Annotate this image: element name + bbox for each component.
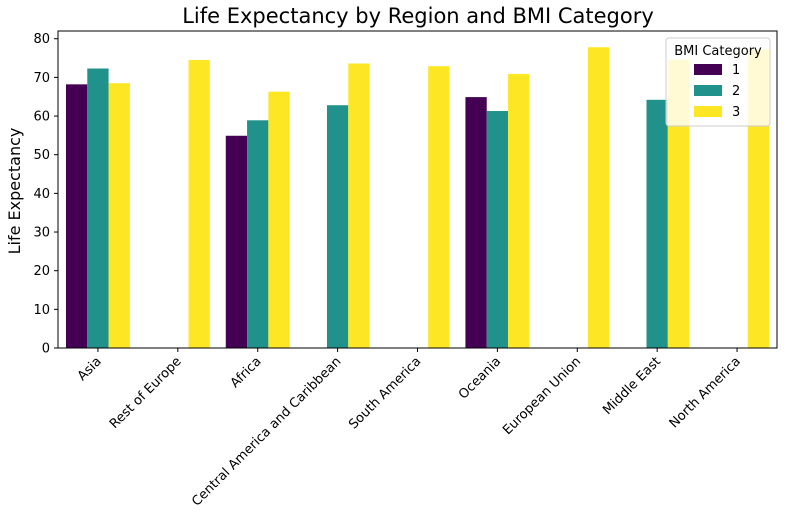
bar-middle-east-bmi-3: [667, 59, 690, 349]
y-tick-label: 0: [42, 342, 50, 357]
x-tick-label: South America: [346, 354, 424, 432]
legend-label-bmi-1: 1: [732, 63, 740, 78]
legend-swatch-bmi-3: [694, 106, 722, 117]
x-tick-label: Africa: [228, 354, 265, 391]
x-tick-label: North America: [667, 354, 744, 431]
bar-asia-bmi-2: [87, 68, 109, 348]
plot-frame: [57, 30, 778, 349]
legend-swatch-bmi-2: [694, 85, 722, 96]
bar-asia-bmi-1: [65, 84, 88, 348]
legend-box: [665, 37, 771, 127]
bar-central-america-and-caribbean-bmi-3: [348, 63, 370, 348]
bar-european-union-bmi-3: [587, 47, 610, 349]
bars-layer: [65, 47, 770, 349]
y-tick-label: 10: [33, 303, 50, 318]
bar-asia-bmi-3: [108, 83, 130, 348]
bar-oceania-bmi-2: [486, 111, 509, 349]
y-tick-label: 40: [33, 187, 50, 202]
bar-africa-bmi-1: [225, 135, 248, 348]
bar-africa-bmi-2: [247, 120, 269, 348]
x-tick-label: Asia: [75, 354, 105, 384]
y-tick-label: 70: [33, 71, 50, 86]
y-tick-label: 60: [33, 110, 50, 125]
x-tick-label: Middle East: [600, 354, 664, 418]
bar-middle-east-bmi-2: [646, 99, 668, 348]
legend-label-bmi-2: 2: [732, 84, 740, 99]
bar-central-america-and-caribbean-bmi-2: [326, 105, 349, 348]
y-tick-label: 80: [33, 32, 50, 47]
bar-africa-bmi-3: [268, 91, 290, 348]
chart-title: Life Expectancy by Region and BMI Catego…: [182, 4, 654, 28]
legend-label-bmi-3: 3: [732, 105, 740, 120]
x-tick-label: Oceania: [456, 354, 504, 402]
x-tick-label: European Union: [500, 354, 584, 438]
y-axis: 0 10 20 30 40 50 60 70 80: [33, 32, 58, 357]
legend: BMI Category 1 2 3: [665, 37, 771, 127]
y-tick-label: 20: [33, 264, 50, 279]
x-tick-label: Rest of Europe: [107, 354, 185, 432]
legend-title: BMI Category: [674, 44, 762, 59]
y-tick-label: 30: [33, 226, 50, 241]
bar-rest-of-europe-bmi-3: [188, 59, 210, 349]
y-axis-label: Life Expectancy: [5, 128, 24, 255]
bar-oceania-bmi-1: [465, 97, 487, 348]
y-tick-label: 50: [33, 148, 50, 163]
bar-south-america-bmi-3: [428, 66, 450, 349]
x-tick-label: Central America and Caribbean: [189, 354, 344, 509]
legend-swatch-bmi-1: [694, 64, 722, 75]
bar-oceania-bmi-3: [508, 73, 530, 348]
